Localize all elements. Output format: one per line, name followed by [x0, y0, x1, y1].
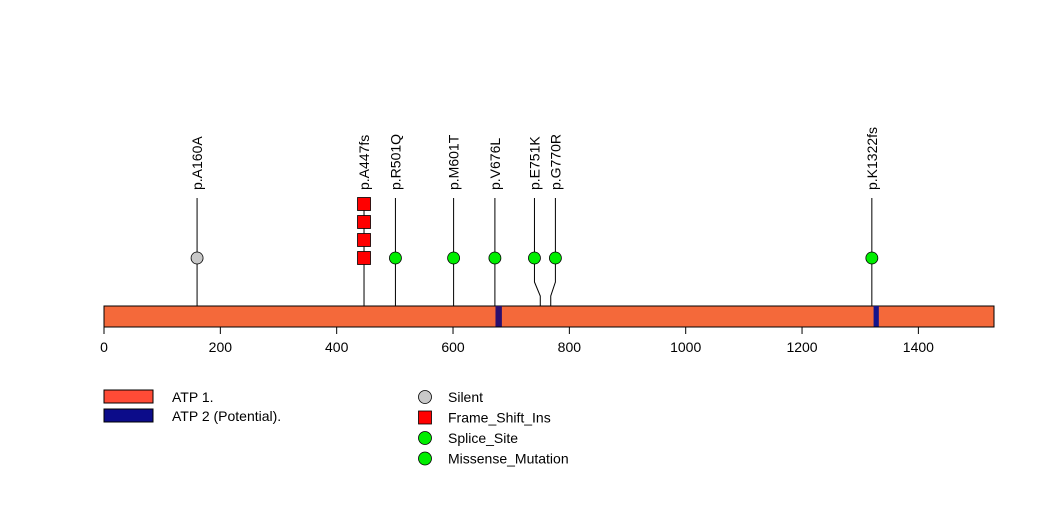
mutation-head-6-0 — [548, 251, 562, 265]
mutation-legend: Silent Frame_Shift_Ins Splice_Site Missense… — [418, 389, 569, 467]
mutation-head-4-0 — [488, 251, 502, 265]
mutation-heads — [190, 197, 879, 265]
mutation-label-4: p.V676L — [487, 138, 503, 190]
domain-legend-swatch-0 — [103, 389, 154, 404]
domain-0 — [495, 306, 502, 327]
mutation-head-3-0 — [447, 251, 461, 265]
x-tick-label-3: 600 — [441, 339, 465, 355]
domain-legend-label-0: ATP 1. — [172, 389, 214, 405]
mutation-legend-swatch-1 — [418, 410, 432, 425]
domain-legend-label-1: ATP 2 (Potential). — [172, 408, 281, 424]
domain-1 — [873, 306, 879, 327]
mutation-label-6: p.G770R — [547, 134, 563, 190]
mutation-labels: p.A160A p.A447fs p.R501Q p.M601T p.V676L p.E7… — [189, 127, 880, 190]
mutation-label-2: p.R501Q — [387, 134, 403, 190]
x-tick-label-1: 200 — [209, 339, 233, 355]
domain-legend-swatch-1 — [103, 408, 154, 423]
mutation-legend-label-0: Silent — [448, 389, 483, 405]
mutation-head-7-0 — [865, 251, 879, 265]
mutation-legend-label-3: Missense_Mutation — [448, 451, 569, 467]
x-tick-label-7: 1400 — [903, 339, 934, 355]
x-tick-label-6: 1200 — [786, 339, 817, 355]
mutation-head-0-0 — [190, 251, 204, 265]
mutation-label-5: p.E751K — [526, 136, 542, 190]
mutation-head-1-0 — [357, 251, 371, 265]
mutation-head-1-2 — [357, 215, 371, 229]
protein-domains — [495, 306, 879, 327]
mutation-head-1-1 — [357, 233, 371, 247]
mutation-head-5-0 — [528, 251, 541, 265]
mutation-head-2-0 — [389, 251, 402, 265]
mutation-legend-label-1: Frame_Shift_Ins — [448, 410, 551, 426]
x-tick-label-2: 400 — [325, 339, 349, 355]
mutation-label-0: p.A160A — [189, 136, 205, 190]
x-axis: 0 200 400 600 800 1000 1200 1400 — [100, 326, 934, 355]
mutation-label-7: p.K1322fs — [864, 127, 880, 190]
x-tick-label-4: 800 — [558, 339, 582, 355]
protein-backbone — [103, 305, 995, 328]
x-tick-label-0: 0 — [100, 339, 108, 355]
mutation-label-3: p.M601T — [446, 134, 462, 190]
mutation-legend-swatch-3 — [418, 451, 432, 466]
domain-legend: ATP 1. ATP 2 (Potential). — [103, 389, 281, 424]
mutation-head-1-3 — [357, 197, 371, 211]
mutation-label-1: p.A447fs — [356, 135, 372, 190]
mutation-legend-swatch-0 — [418, 390, 432, 404]
mutation-legend-swatch-2 — [418, 431, 432, 445]
mutation-legend-label-2: Splice_Site — [448, 430, 518, 446]
x-tick-label-5: 1000 — [670, 339, 701, 355]
